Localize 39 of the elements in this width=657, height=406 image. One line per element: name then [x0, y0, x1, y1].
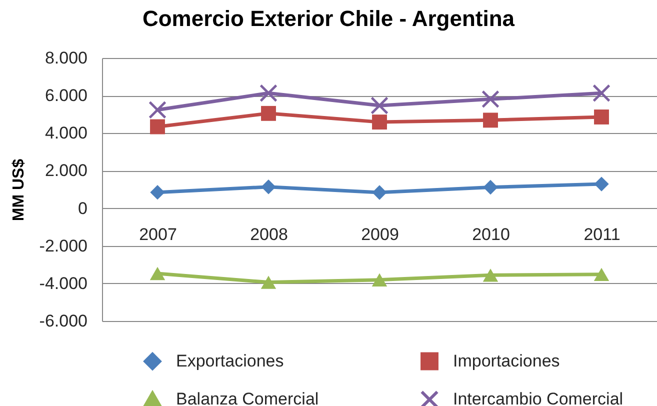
x-tick-label: 2008 — [250, 224, 288, 244]
y-tick-label: -4.000 — [39, 274, 88, 293]
y-tick-label: 4.000 — [44, 124, 88, 143]
point — [482, 268, 498, 282]
point — [594, 268, 610, 281]
point — [483, 112, 498, 128]
point — [370, 96, 388, 114]
point — [592, 84, 610, 102]
point — [594, 176, 609, 192]
point — [483, 180, 498, 195]
point — [150, 266, 166, 280]
y-tick-label: 8.000 — [44, 48, 88, 68]
legend-label: Importaciones — [453, 351, 560, 370]
point — [482, 90, 500, 108]
chart-title: Comercio Exterior Chile - Argentina — [142, 6, 516, 31]
point — [594, 110, 609, 124]
y-tick-label: -2.000 — [39, 236, 88, 256]
legend-label: Exportaciones — [176, 351, 284, 370]
point — [150, 119, 165, 134]
point — [260, 276, 276, 289]
y-tick-label: 2.000 — [44, 161, 88, 180]
y-tick-label: 0 — [78, 198, 88, 218]
legend-label: Balanza Comercial — [176, 390, 319, 406]
point — [372, 185, 387, 200]
x-tick-label: 2011 — [584, 224, 620, 244]
y-axis-title: MM US$ — [10, 158, 28, 222]
y-tick-label: 6.000 — [44, 86, 88, 106]
point — [260, 84, 278, 102]
point — [148, 100, 166, 119]
point — [150, 184, 165, 200]
x-tick-label: 2010 — [472, 224, 510, 244]
legend-label: Intercambio Comercial — [453, 390, 624, 406]
point — [372, 114, 387, 130]
point — [261, 180, 276, 194]
x-tick-label: 2009 — [361, 224, 399, 244]
x-tick-label: 2007 — [139, 224, 177, 244]
y-tick-label: -6.000 — [39, 312, 88, 330]
point — [261, 106, 276, 121]
point — [372, 273, 388, 286]
